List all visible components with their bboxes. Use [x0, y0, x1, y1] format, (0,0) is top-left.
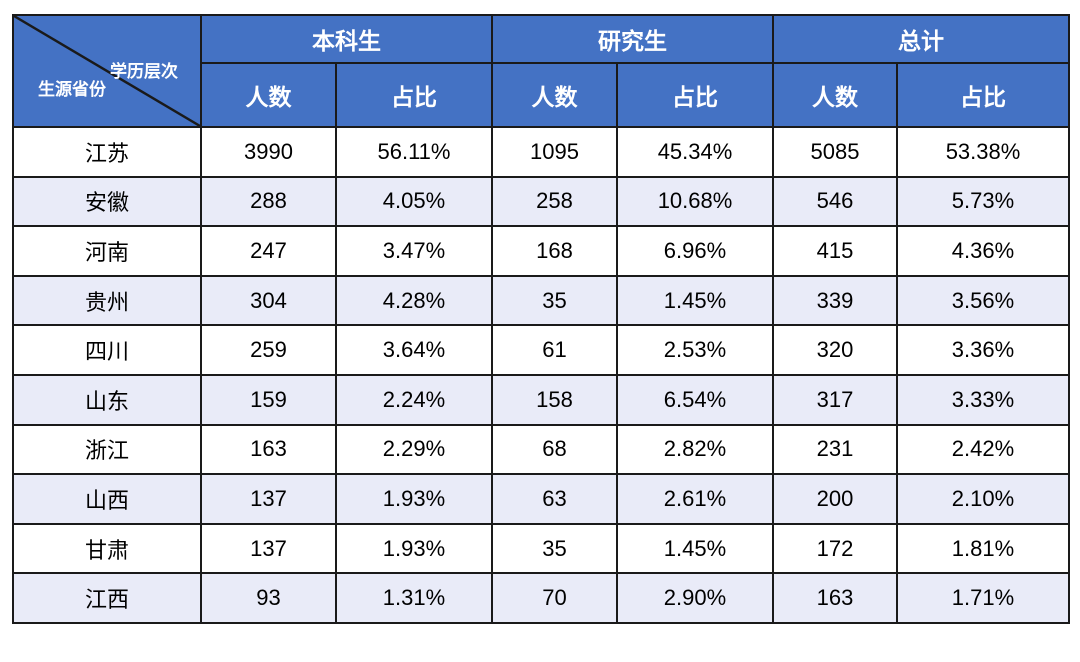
ug-ratio-cell: 2.24%	[335, 373, 493, 426]
total-count-cell: 5085	[772, 126, 898, 178]
corner-label-education-level: 学历层次	[110, 62, 178, 81]
pg-ratio-cell: 6.54%	[616, 373, 774, 426]
total-ratio-cell: 5.73%	[896, 175, 1070, 228]
total-ratio-cell: 2.10%	[896, 473, 1070, 525]
ug-count-cell: 159	[200, 373, 337, 426]
province-cell: 贵州	[12, 274, 202, 327]
total-count-cell: 317	[772, 373, 898, 426]
group-header-total: 总计	[772, 14, 1070, 64]
table-row: 安徽 288 4.05% 258 10.68% 546 5.73%	[12, 175, 1070, 228]
ug-count-cell: 304	[200, 274, 337, 327]
pg-ratio-cell: 2.53%	[616, 324, 774, 376]
pg-count-cell: 35	[491, 274, 618, 327]
diagonal-divider	[15, 17, 199, 125]
pg-ratio-cell: 2.61%	[616, 473, 774, 525]
subheader-total-count: 人数	[772, 62, 898, 128]
subheader-undergraduate-count: 人数	[200, 62, 337, 128]
pg-ratio-cell: 2.90%	[616, 572, 774, 624]
province-cell: 浙江	[12, 423, 202, 476]
province-cell: 山东	[12, 373, 202, 426]
pg-ratio-cell: 1.45%	[616, 274, 774, 327]
group-header-undergraduate: 本科生	[200, 14, 493, 64]
subheader-graduate-count: 人数	[491, 62, 618, 128]
total-count-cell: 163	[772, 572, 898, 624]
province-cell: 甘肃	[12, 522, 202, 575]
header-group-row: 学历层次 生源省份 本科生 研究生 总计	[12, 14, 1070, 128]
ug-ratio-cell: 1.93%	[335, 522, 493, 575]
table-row: 山东 159 2.24% 158 6.54% 317 3.33%	[12, 373, 1070, 426]
ug-ratio-cell: 1.93%	[335, 473, 493, 525]
ug-count-cell: 259	[200, 324, 337, 376]
ug-count-cell: 137	[200, 522, 337, 575]
pg-count-cell: 63	[491, 473, 618, 525]
pg-count-cell: 35	[491, 522, 618, 575]
total-count-cell: 415	[772, 225, 898, 277]
ug-count-cell: 93	[200, 572, 337, 624]
subheader-graduate-ratio: 占比	[616, 62, 774, 128]
pg-count-cell: 61	[491, 324, 618, 376]
table-row: 四川 259 3.64% 61 2.53% 320 3.36%	[12, 324, 1070, 376]
province-cell: 四川	[12, 324, 202, 376]
table-row: 贵州 304 4.28% 35 1.45% 339 3.56%	[12, 274, 1070, 327]
total-ratio-cell: 3.33%	[896, 373, 1070, 426]
ug-count-cell: 163	[200, 423, 337, 476]
ug-ratio-cell: 3.64%	[335, 324, 493, 376]
subheader-undergraduate-ratio: 占比	[335, 62, 493, 128]
province-cell: 江西	[12, 572, 202, 624]
corner-header-cell: 学历层次 生源省份	[12, 14, 202, 128]
table-row: 山西 137 1.93% 63 2.61% 200 2.10%	[12, 473, 1070, 525]
total-ratio-cell: 3.56%	[896, 274, 1070, 327]
table-body: 江苏 3990 56.11% 1095 45.34% 5085 53.38% 安…	[12, 126, 1070, 624]
ug-count-cell: 3990	[200, 126, 337, 178]
table-row: 浙江 163 2.29% 68 2.82% 231 2.42%	[12, 423, 1070, 476]
ug-ratio-cell: 1.31%	[335, 572, 493, 624]
total-ratio-cell: 4.36%	[896, 225, 1070, 277]
table-row: 河南 247 3.47% 168 6.96% 415 4.36%	[12, 225, 1070, 277]
ug-ratio-cell: 2.29%	[335, 423, 493, 476]
ug-count-cell: 247	[200, 225, 337, 277]
total-count-cell: 200	[772, 473, 898, 525]
total-count-cell: 339	[772, 274, 898, 327]
province-cell: 江苏	[12, 126, 202, 178]
pg-count-cell: 1095	[491, 126, 618, 178]
total-count-cell: 231	[772, 423, 898, 476]
ug-ratio-cell: 4.28%	[335, 274, 493, 327]
pg-ratio-cell: 10.68%	[616, 175, 774, 228]
total-ratio-cell: 1.71%	[896, 572, 1070, 624]
subheader-total-ratio: 占比	[896, 62, 1070, 128]
total-count-cell: 546	[772, 175, 898, 228]
total-ratio-cell: 2.42%	[896, 423, 1070, 476]
pg-ratio-cell: 45.34%	[616, 126, 774, 178]
total-ratio-cell: 1.81%	[896, 522, 1070, 575]
pg-ratio-cell: 6.96%	[616, 225, 774, 277]
group-header-graduate: 研究生	[491, 14, 774, 64]
total-ratio-cell: 53.38%	[896, 126, 1070, 178]
ug-count-cell: 137	[200, 473, 337, 525]
pg-count-cell: 168	[491, 225, 618, 277]
ug-count-cell: 288	[200, 175, 337, 228]
pg-count-cell: 258	[491, 175, 618, 228]
table-row: 江苏 3990 56.11% 1095 45.34% 5085 53.38%	[12, 126, 1070, 178]
corner-label-source-province: 生源省份	[38, 80, 106, 99]
ug-ratio-cell: 4.05%	[335, 175, 493, 228]
ug-ratio-cell: 56.11%	[335, 126, 493, 178]
total-count-cell: 320	[772, 324, 898, 376]
header-sub-row: 人数 占比 人数 占比 人数 占比	[13, 62, 1070, 128]
province-cell: 山西	[12, 473, 202, 525]
pg-count-cell: 158	[491, 373, 618, 426]
province-enrollment-table: 学历层次 生源省份 本科生 研究生 总计 人数 占比 人数 占比 人数 占比 江…	[12, 14, 1070, 624]
pg-ratio-cell: 1.45%	[616, 522, 774, 575]
pg-ratio-cell: 2.82%	[616, 423, 774, 476]
province-cell: 河南	[12, 225, 202, 277]
pg-count-cell: 68	[491, 423, 618, 476]
table-row: 甘肃 137 1.93% 35 1.45% 172 1.81%	[12, 522, 1070, 575]
ug-ratio-cell: 3.47%	[335, 225, 493, 277]
total-count-cell: 172	[772, 522, 898, 575]
province-cell: 安徽	[12, 175, 202, 228]
table-row: 江西 93 1.31% 70 2.90% 163 1.71%	[12, 572, 1070, 624]
total-ratio-cell: 3.36%	[896, 324, 1070, 376]
pg-count-cell: 70	[491, 572, 618, 624]
table-header: 学历层次 生源省份 本科生 研究生 总计 人数 占比 人数 占比 人数 占比	[12, 14, 1070, 128]
